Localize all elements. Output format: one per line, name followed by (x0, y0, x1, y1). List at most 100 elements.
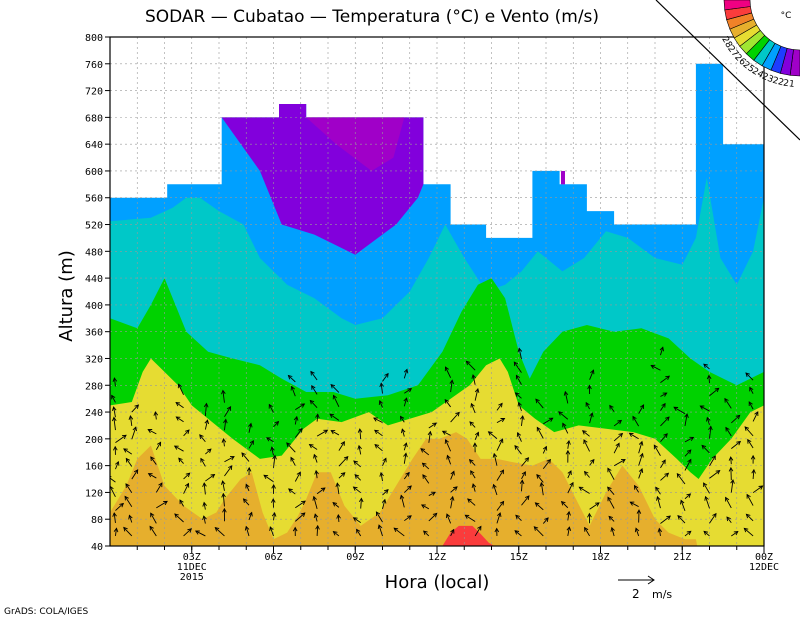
y-tick-label: 440 (85, 274, 103, 285)
wind-arrow (244, 525, 250, 537)
wind-arrow (194, 530, 206, 537)
y-tick-label: 520 (85, 221, 103, 232)
wind-arrow (403, 442, 408, 451)
wind-arrow (513, 361, 522, 373)
wind-arrow (202, 501, 207, 510)
wind-arrow (379, 382, 384, 394)
wind-arrow (382, 457, 387, 466)
footer-credit: GrADS: COLA/IGES (4, 607, 88, 617)
wind-arrow (444, 438, 452, 452)
wind-arrow (730, 414, 741, 424)
wind-arrow (335, 482, 341, 495)
wind-arrow (312, 495, 318, 509)
wind-arrow (205, 448, 212, 455)
x-tick-date: 11DEC (177, 562, 207, 573)
wind-arrow (221, 492, 226, 507)
y-tick-label: 760 (85, 60, 103, 71)
wind-arrow (449, 379, 455, 393)
wind-arrow (566, 439, 571, 449)
y-tick-label: 160 (85, 462, 103, 473)
wind-arrow (294, 427, 303, 438)
wind-arrow (567, 481, 574, 494)
wind-arrow (539, 481, 545, 496)
wind-arrow (660, 375, 671, 383)
wind-arrow (290, 385, 296, 397)
wind-arrow (183, 472, 191, 480)
wind-arrow (205, 473, 216, 482)
wind-arrow (293, 415, 299, 425)
wind-arrow (565, 449, 571, 463)
wind-arrow (474, 431, 480, 440)
wind-arrow (613, 419, 623, 427)
wind-arrow (519, 479, 525, 492)
wind-arrow (496, 469, 504, 481)
wind-arrow (514, 530, 522, 537)
wind-arrow (382, 489, 389, 496)
wind-arrow (676, 472, 686, 485)
y-tick-label: 720 (85, 87, 103, 98)
wind-arrow (175, 401, 184, 409)
wind-arrow (150, 456, 157, 465)
x-axis-label: Hora (local) (385, 572, 490, 593)
wind-arrow (338, 441, 345, 451)
wind-arrow (731, 440, 742, 450)
wind-arrow (241, 452, 250, 462)
wind-arrow (290, 456, 296, 466)
wind-arrow (338, 456, 349, 467)
wind-arrow (147, 429, 157, 435)
wind-arrow (706, 416, 711, 425)
wind-arrow (706, 374, 712, 384)
wind-arrow (150, 512, 157, 524)
wind-arrow (269, 526, 274, 537)
wind-arrow (660, 515, 671, 524)
wind-arrow (521, 471, 526, 480)
wind-arrow (521, 457, 530, 467)
y-axis-label: Altura (m) (56, 250, 77, 342)
wind-arrow (248, 511, 253, 521)
legend-label: 23 (760, 72, 774, 86)
wind-arrow (124, 495, 133, 507)
wind-arrow (223, 418, 228, 431)
wind-arrow (404, 515, 412, 522)
wind-arrow (450, 411, 460, 423)
wind-arrow (703, 482, 710, 494)
wind-arrow (656, 495, 661, 509)
wind-arrow (653, 444, 661, 456)
y-tick-label: 480 (85, 247, 103, 258)
wind-arrow (441, 430, 451, 436)
y-tick-label: 560 (85, 194, 103, 205)
wind-arrow (492, 452, 498, 466)
wind-arrow (543, 417, 554, 425)
y-tick-label: 800 (85, 33, 103, 44)
wind-arrow (315, 413, 320, 422)
wind-arrow (403, 368, 409, 379)
wind-arrow (112, 445, 118, 455)
wind-arrow (131, 426, 137, 440)
y-tick-label: 200 (85, 435, 103, 446)
wind-arrow (311, 385, 318, 395)
wind-arrow (585, 401, 590, 410)
wind-arrow (242, 498, 250, 506)
legend-label: 22 (771, 76, 785, 89)
wind-arrow (404, 388, 413, 394)
wind-arrow (379, 471, 384, 482)
wind-arrow (703, 363, 710, 370)
y-tick-label: 600 (85, 167, 103, 178)
wind-arrow (471, 483, 477, 492)
wind-arrow (270, 498, 276, 508)
wind-arrow (422, 474, 430, 484)
wind-arrow (224, 406, 232, 417)
wind-arrow (746, 493, 754, 506)
wind-arrow (496, 418, 506, 424)
wind-arrow (468, 459, 476, 466)
wind-arrow (748, 401, 754, 410)
temperature-band-28-plus (442, 525, 495, 546)
wind-arrow (353, 460, 361, 468)
wind-arrow (607, 496, 615, 509)
wind-arrow (562, 422, 569, 434)
wind-arrow (725, 426, 732, 437)
wind-arrow (202, 482, 207, 495)
wind-arrow (677, 515, 686, 524)
wind-arrow (534, 502, 544, 511)
